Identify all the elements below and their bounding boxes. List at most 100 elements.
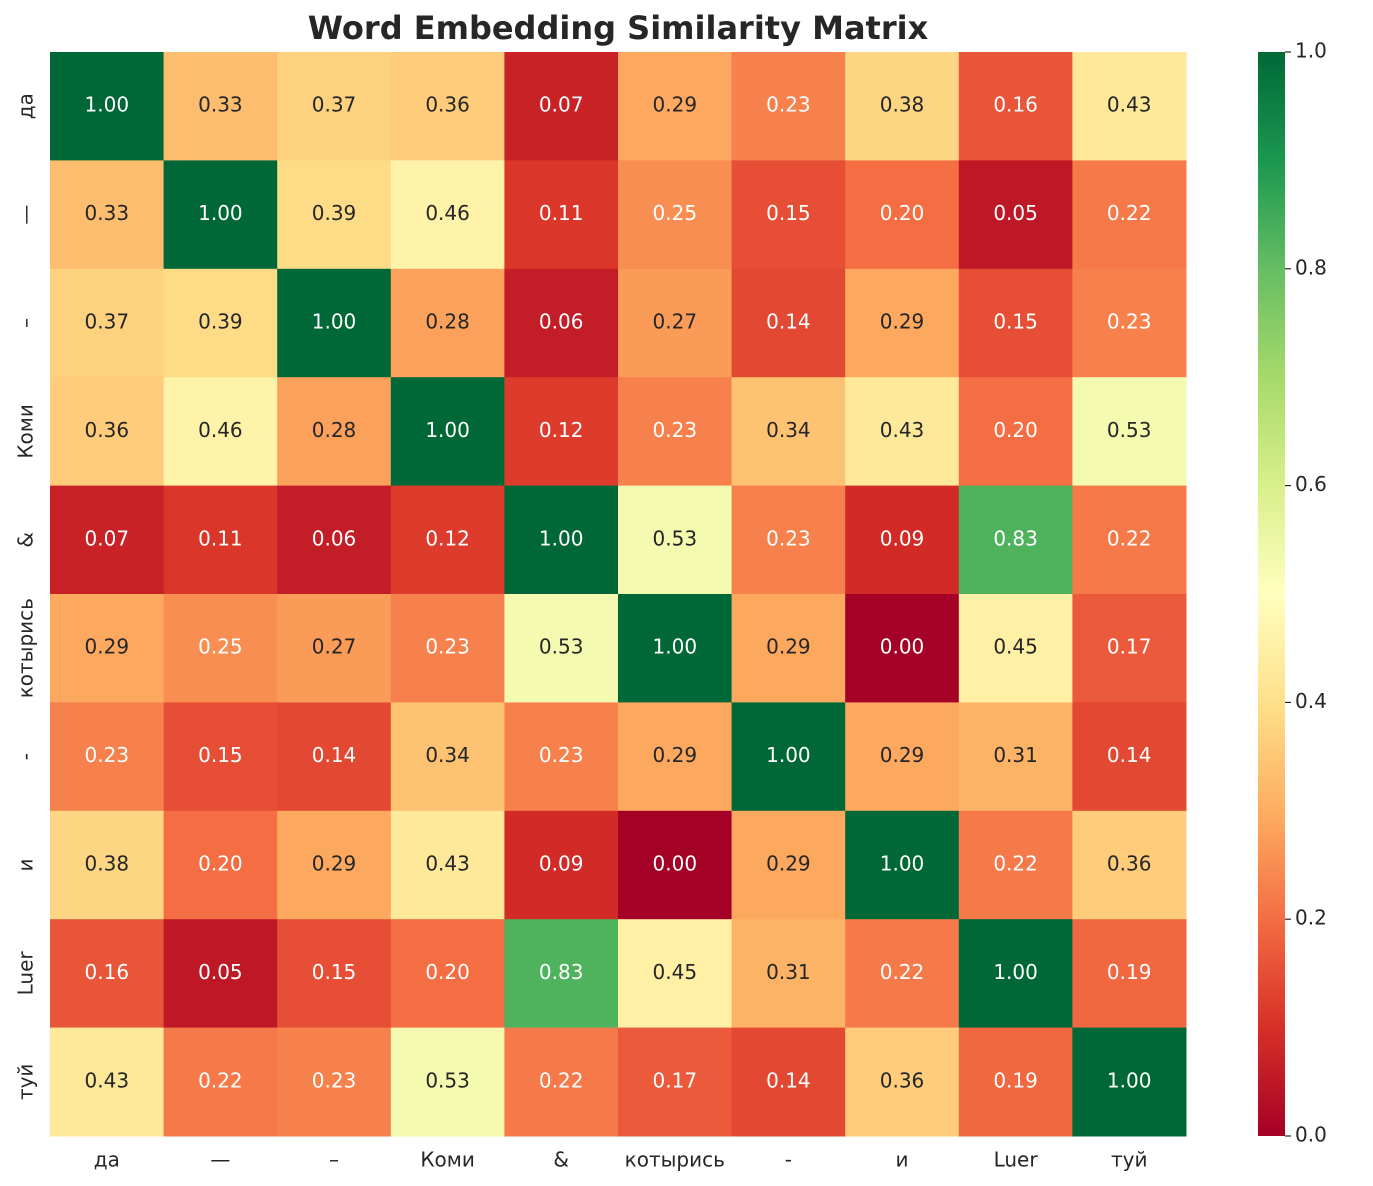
x-tick-label: туй [1111,1148,1147,1172]
cell-label: 0.38 [85,852,130,876]
cell-label: 0.19 [1107,960,1152,984]
cell-label: 0.53 [425,1068,470,1092]
heatmap-cell [958,810,1073,920]
heatmap-cell [618,377,733,487]
heatmap-cell [618,594,733,703]
heatmap-cell [277,268,392,378]
heatmap-cell [163,594,278,703]
cell-label: 0.23 [766,93,811,117]
x-tick-label: и [896,1148,909,1172]
heatmap-cell [845,1027,960,1137]
cell-label: 0.16 [993,93,1038,117]
heatmap-cell [50,485,165,595]
cell-label: 0.00 [880,635,925,659]
heatmap-cell [390,702,505,812]
cell-label: 0.29 [85,635,130,659]
cell-label: 0.11 [198,526,243,550]
heatmap-cell [504,919,619,1029]
colorbar-tick-label: 0.6 [1295,472,1327,496]
y-tick-label: & [14,532,38,548]
cell-label: 0.14 [766,1068,811,1092]
colorbar-tick-label: 0.0 [1295,1123,1327,1147]
cell-label: 0.23 [425,635,470,659]
cell-label: 1.00 [312,310,357,334]
colorbar [1258,52,1285,1136]
y-tick-label: Luer [14,951,38,996]
cell-label: 1.00 [425,418,470,442]
cell-label: 0.45 [653,960,698,984]
cell-label: 0.45 [993,635,1038,659]
cell-label: 0.06 [312,526,357,550]
heatmap-cell [845,485,960,595]
cell-label: 0.05 [198,960,243,984]
heatmap-cell [277,810,392,920]
heatmap-cell [390,160,505,270]
heatmap-cell [1072,702,1187,812]
cell-label: 0.25 [653,201,698,225]
colorbar-tick-label: 0.8 [1295,255,1327,279]
x-tick-label: & [553,1148,569,1172]
heatmap-cell [731,594,846,703]
cell-label: 0.23 [1107,310,1152,334]
heatmap-cell [504,268,619,378]
heatmap-cell [958,160,1073,270]
heatmap-cell [731,919,846,1029]
heatmap-cell [50,594,165,703]
heatmap-cell [163,1027,278,1137]
heatmap-cell [390,268,505,378]
cell-label: 0.15 [312,960,357,984]
heatmap-cell [618,160,733,270]
cell-label: 0.22 [1107,201,1152,225]
heatmap-cell [958,919,1073,1029]
heatmap-cell [50,1027,165,1137]
cell-label: 0.28 [425,310,470,334]
heatmap-cell [1072,52,1187,161]
y-tick-label: и [14,859,38,872]
heatmap-cell [50,702,165,812]
cell-label: 0.25 [198,635,243,659]
heatmap-cell [958,268,1073,378]
heatmap-cell [958,594,1073,703]
heatmap-cell [390,594,505,703]
heatmap-cell [845,702,960,812]
heatmap-cell [845,160,960,270]
cell-label: 0.37 [85,310,130,334]
cell-label: 1.00 [539,526,584,550]
cell-label: 0.43 [880,418,925,442]
heatmap-cell [390,52,505,161]
cell-label: 0.29 [653,93,698,117]
heatmap-cell [958,52,1073,161]
cell-label: 0.39 [312,201,357,225]
cell-label: 0.22 [539,1068,584,1092]
y-tick-label: Коми [14,404,38,459]
heatmap-cell [163,485,278,595]
cell-label: 1.00 [880,852,925,876]
heatmap-cell [390,377,505,487]
heatmap-cell [731,52,846,161]
heatmap-cell [163,52,278,161]
cell-label: 0.19 [993,1068,1038,1092]
cell-label: 0.23 [539,743,584,767]
cell-label: 0.33 [85,201,130,225]
heatmap-cell [163,702,278,812]
y-tick-label: да [14,93,38,119]
heatmap-cell [163,810,278,920]
cell-label: 0.20 [425,960,470,984]
cell-label: 0.12 [425,526,470,550]
heatmap-cell [1072,377,1187,487]
cell-label: 0.20 [880,201,925,225]
heatmap-cell [504,485,619,595]
cell-label: 0.09 [880,526,925,550]
heatmap-cell [50,377,165,487]
cell-label: 0.34 [425,743,470,767]
cell-label: 0.83 [993,526,1038,550]
cell-label: 1.00 [993,960,1038,984]
cell-label: 0.27 [653,310,698,334]
x-tick-label: Коми [420,1148,475,1172]
cell-label: 0.11 [539,201,584,225]
cell-label: 1.00 [1107,1068,1152,1092]
heatmap-cell [618,1027,733,1137]
heatmap-cell [958,377,1073,487]
heatmap-cell [731,1027,846,1137]
